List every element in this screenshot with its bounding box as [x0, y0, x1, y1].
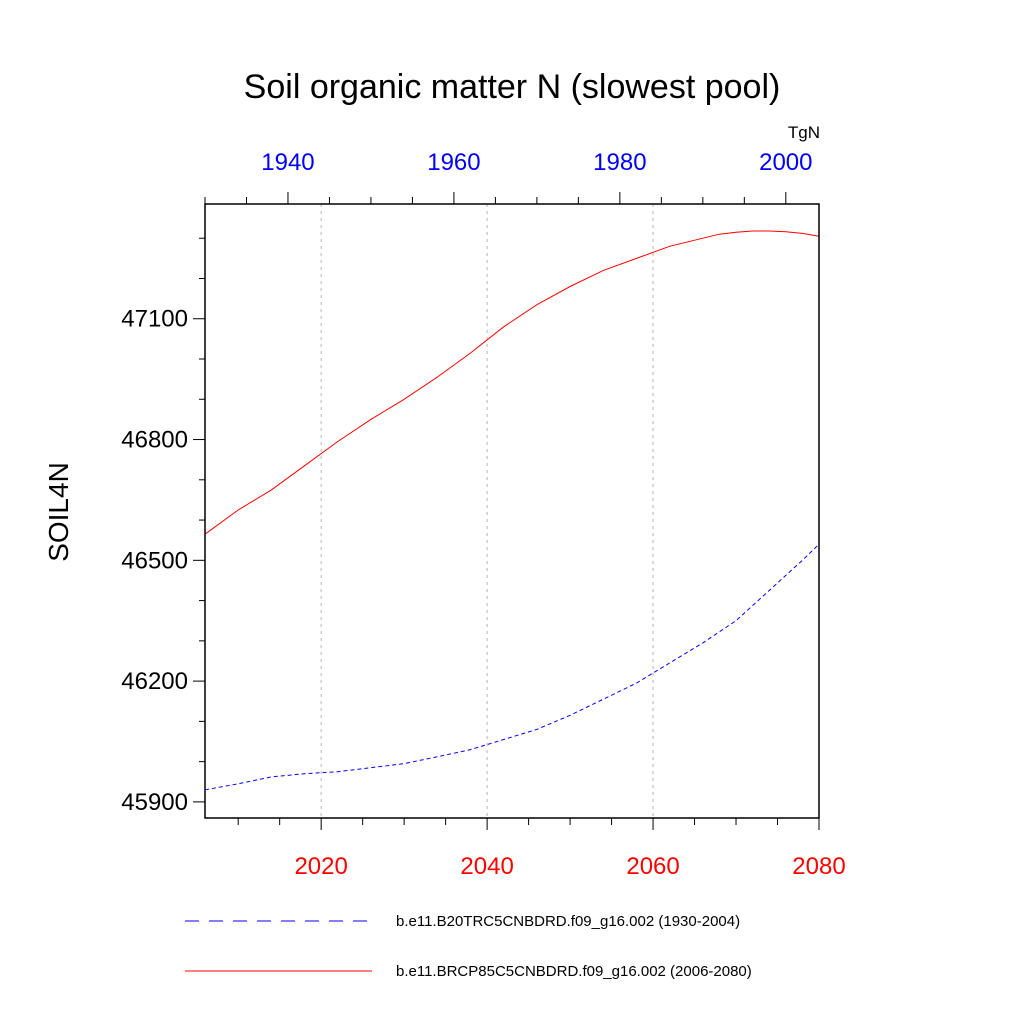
legend: b.e11.B20TRC5CNBDRD.f09_g16.002 (1930-20… — [185, 913, 752, 980]
gridlines — [320, 204, 654, 818]
chart-title: Soil organic matter N (slowest pool) — [244, 68, 781, 106]
axes: 45900 46200 46500 46800 47100 2020 2040 2060 208… — [121, 149, 845, 880]
y-tick-label-47100: 47100 — [121, 306, 188, 333]
top-tick-label-1980: 1980 — [593, 149, 646, 176]
top-tick-label-2000: 2000 — [759, 149, 812, 176]
y-axis-label: SOIL4N — [43, 462, 74, 562]
bottom-tick-label-2060: 2060 — [626, 853, 679, 880]
legend-label-rcp85: b.e11.BRCP85C5CNBDRD.f09_g16.002 (2006-2… — [396, 963, 752, 980]
plot-series — [204, 230, 820, 791]
bottom-tick-label-2040: 2040 — [460, 853, 513, 880]
bottom-tick-label-2020: 2020 — [294, 853, 347, 880]
y-tick-label-45900: 45900 — [121, 789, 188, 816]
y-tick-label-46200: 46200 — [121, 668, 188, 695]
series-line-rcp85 — [204, 230, 820, 535]
legend-label-historical: b.e11.B20TRC5CNBDRD.f09_g16.002 (1930-20… — [396, 913, 740, 930]
top-tick-label-1960: 1960 — [427, 149, 480, 176]
plot-frame — [204, 203, 820, 819]
top-tick-label-1940: 1940 — [261, 149, 314, 176]
bottom-tick-label-2080: 2080 — [792, 853, 845, 880]
units-label: TgN — [788, 123, 820, 142]
y-tick-label-46800: 46800 — [121, 427, 188, 454]
series-line-historical — [204, 543, 820, 791]
y-tick-label-46500: 46500 — [121, 547, 188, 574]
